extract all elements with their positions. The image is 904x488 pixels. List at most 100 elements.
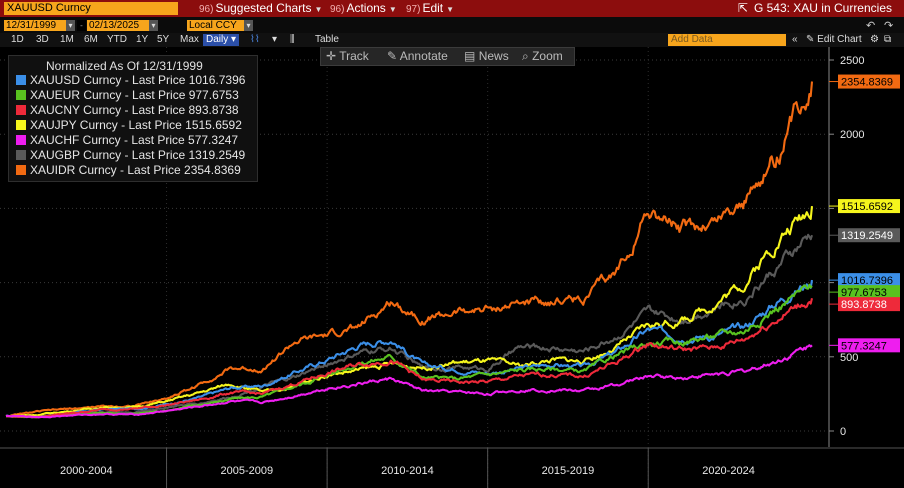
flag-background <box>838 199 900 214</box>
legend-swatch <box>16 75 26 85</box>
menu-label: Edit <box>422 1 444 15</box>
chevron-down-icon: ▾ <box>231 34 237 45</box>
edit-menu[interactable]: 97) Edit ▼ <box>406 1 454 16</box>
flag-value: 1515.6592 <box>841 201 893 213</box>
suggested-charts-menu[interactable]: 96) Suggested Charts ▼ <box>199 1 322 16</box>
flag-value: 893.8738 <box>841 299 887 311</box>
legend-swatch <box>16 120 26 130</box>
legend-item-xauchf[interactable]: XAUCHF Curncy - Last Price 577.3247 <box>16 133 238 148</box>
menu-label: Suggested Charts <box>215 1 312 15</box>
x-tick-label: 2010-2014 <box>381 465 434 477</box>
chevron-down-icon[interactable]: ▾ <box>244 20 253 31</box>
series-line-xauidr <box>5 81 814 418</box>
flag-value: 577.3247 <box>841 340 887 352</box>
chart-grid <box>0 47 828 488</box>
y-axis: 05001000150020002500 <box>828 47 864 447</box>
calendar-icon[interactable]: ▾ <box>66 20 75 31</box>
legend <box>8 55 258 182</box>
legend-title: Normalized As Of 12/31/1999 <box>46 59 203 73</box>
y-tick-label: 2500 <box>840 55 864 67</box>
series-line-xaugbp <box>5 233 813 418</box>
legend-label: XAUIDR Curncy - Last Price 2354.8369 <box>30 163 241 177</box>
news-icon: ▤ <box>464 49 476 63</box>
legend-item-xaugbp[interactable]: XAUGBP Curncy - Last Price 1319.2549 <box>16 148 245 163</box>
legend-label: XAUEUR Curncy - Last Price 977.6753 <box>30 88 239 102</box>
legend-label: XAUJPY Curncy - Last Price 1515.6592 <box>30 118 242 132</box>
settings-icon[interactable]: ⧉ <box>884 34 892 45</box>
legend-label: XAUUSD Curncy - Last Price 1016.7396 <box>30 73 246 87</box>
y-tick-label: 500 <box>840 352 858 364</box>
range-1y[interactable]: 1Y <box>136 34 149 45</box>
line-chart-icon[interactable]: ⌇⌇ <box>250 34 260 45</box>
undo-icon[interactable]: ↶ <box>866 20 876 32</box>
range-1d[interactable]: 1D <box>11 34 24 45</box>
pencil-icon: ✎ <box>387 49 398 63</box>
actions-menu[interactable]: 96) Actions ▼ <box>330 1 397 16</box>
add-data-input[interactable]: Add Data <box>668 34 786 46</box>
legend-item-xauidr[interactable]: XAUIDR Curncy - Last Price 2354.8369 <box>16 163 241 178</box>
top-bar <box>0 0 904 17</box>
range-3d[interactable]: 3D <box>36 34 49 45</box>
range-ytd[interactable]: YTD <box>107 34 127 45</box>
last-price-flag: 1319.2549 <box>829 228 900 243</box>
chevron-down-icon: ▼ <box>314 5 323 14</box>
period-dropdown[interactable]: Daily ▾ <box>203 34 240 46</box>
gear-icon[interactable]: ⚙ <box>870 34 879 45</box>
range-max[interactable]: Max <box>180 34 199 45</box>
table-button[interactable]: Table <box>315 34 339 45</box>
range-6m[interactable]: 6M <box>84 34 98 45</box>
legend-item-xaucny[interactable]: XAUCNY Curncy - Last Price 893.8738 <box>16 103 239 118</box>
flag-background <box>838 285 900 300</box>
menu-number: 97) <box>406 4 421 15</box>
date-separator: - <box>77 20 86 31</box>
annotate-button[interactable]: ✎ Annotate <box>387 49 448 64</box>
legend-swatch <box>16 90 26 100</box>
flag-value: 977.6753 <box>841 287 887 299</box>
legend-swatch <box>16 165 26 175</box>
redo-icon[interactable]: ↷ <box>884 20 894 32</box>
legend-item-xaujpy[interactable]: XAUJPY Curncy - Last Price 1515.6592 <box>16 118 242 133</box>
legend-swatch <box>16 150 26 160</box>
end-date-field[interactable]: 02/13/2025 <box>87 20 149 31</box>
last-price-flags: 2354.8369 1515.6592 1319.2549 1016.7396977.… <box>829 74 900 353</box>
legend-swatch <box>16 105 26 115</box>
legend-label: XAUCNY Curncy - Last Price 893.8738 <box>30 103 239 117</box>
zoom-label: Zoom <box>532 49 563 63</box>
calendar-icon[interactable]: ▾ <box>149 20 158 31</box>
flag-background <box>838 297 900 312</box>
track-label: Track <box>339 49 369 63</box>
last-price-flag: 2354.8369 <box>829 74 900 89</box>
x-tick-label: 2000-2004 <box>60 465 113 477</box>
flag-background <box>838 228 900 243</box>
track-button[interactable]: ✛ Track <box>326 49 369 64</box>
last-price-flag: 1515.6592 <box>829 199 900 214</box>
menu-number: 96) <box>199 4 214 15</box>
chart-series <box>5 81 814 419</box>
menu-number: 96) <box>330 4 345 15</box>
range-1m[interactable]: 1M <box>60 34 74 45</box>
legend-swatch <box>16 135 26 145</box>
series-line-xauchf <box>6 344 813 419</box>
start-date-field[interactable]: 12/31/1999 <box>4 20 66 31</box>
line-chart[interactable]: 05001000150020002500 2354.8369 1515.6592 1… <box>0 47 904 488</box>
menu-label: Actions <box>346 1 386 15</box>
legend-item-xaueur[interactable]: XAUEUR Curncy - Last Price 977.6753 <box>16 88 239 103</box>
flag-value: 1319.2549 <box>841 230 893 242</box>
edit-chart-label: Edit Chart <box>817 34 862 45</box>
collapse-icon[interactable]: « <box>792 34 798 45</box>
zoom-button[interactable]: ⌕ Zoom <box>522 49 563 64</box>
chart-type-dropdown-icon[interactable]: ▾ <box>272 34 278 45</box>
export-icon[interactable]: ⇱ <box>737 1 748 15</box>
flag-value: 2354.8369 <box>841 77 893 89</box>
chevron-down-icon: ▼ <box>446 5 455 14</box>
edit-chart-button[interactable]: ✎ Edit Chart <box>806 34 862 46</box>
x-tick-label: 2020-2024 <box>702 465 755 477</box>
bar-chart-icon[interactable]: ⫼ <box>290 34 295 45</box>
ticker-input[interactable]: XAUUSD Curncy <box>4 2 178 15</box>
legend-item-xauusd[interactable]: XAUUSD Curncy - Last Price 1016.7396 <box>16 73 245 88</box>
search-icon: ⌕ <box>522 49 529 63</box>
range-5y[interactable]: 5Y <box>157 34 170 45</box>
news-button[interactable]: ▤ News <box>464 49 509 64</box>
annotate-label: Annotate <box>399 49 448 63</box>
currency-field[interactable]: Local CCY <box>187 20 245 31</box>
